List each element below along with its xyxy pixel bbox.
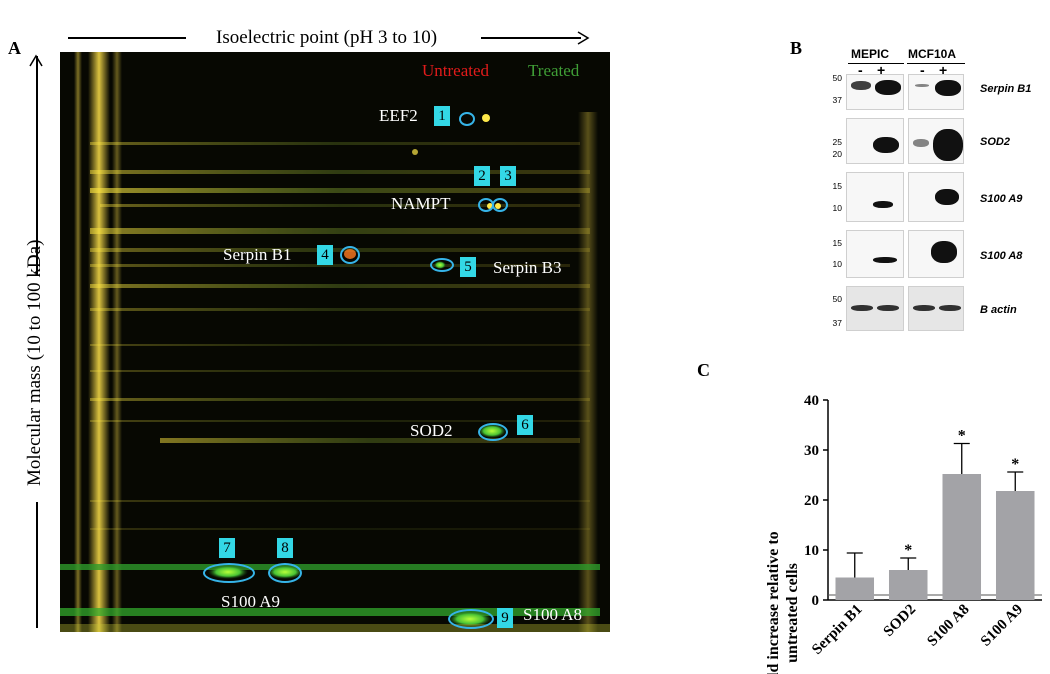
blot-s100a8-mcf10a	[908, 230, 964, 278]
bar	[995, 491, 1035, 600]
y-tick-label: 20	[804, 493, 819, 509]
spot-marker-4	[340, 246, 360, 264]
blot-label-b-actin: B actin	[980, 304, 1017, 316]
label-serpin-b3: Serpin B3	[493, 258, 562, 277]
blot-label-serpin-b1: Serpin B1	[980, 83, 1032, 95]
y-tick-label: 40	[804, 393, 819, 409]
spot-number-3: 3	[500, 166, 516, 186]
blot-s100a8-mepic	[846, 230, 904, 278]
spot-number-8: 8	[277, 538, 293, 558]
gel-streaks	[60, 52, 610, 632]
spot-marker-1	[459, 112, 475, 126]
fold-increase-bar-chart: Fold increase relative to untreated cell…	[765, 393, 1042, 674]
col-head-mcf10a: MCF10A	[908, 47, 957, 61]
spot-number-2: 2	[474, 166, 490, 186]
bar	[888, 570, 928, 600]
significance-asterisk: *	[958, 428, 966, 445]
legend-untreated: Untreated	[422, 61, 490, 80]
spot-number-5: 5	[460, 257, 476, 277]
blot-label-s100a9: S100 A9	[980, 193, 1023, 205]
left-axis-line-bottom	[36, 502, 38, 628]
blot-label-sod2: SOD2	[980, 136, 1010, 148]
spot-number-1: 1	[434, 106, 450, 126]
label-eef2: EEF2	[379, 106, 418, 125]
mw-label: 10	[832, 259, 842, 269]
significance-asterisk: *	[904, 542, 912, 559]
spot-marker-9	[448, 609, 494, 629]
top-axis-title: Isoelectric point (pH 3 to 10)	[216, 27, 438, 48]
left-axis-title: Molecular mass (10 to 100 kDa)	[24, 239, 45, 486]
lane-sign-2: +	[877, 62, 886, 78]
mw-label: 10	[832, 203, 842, 213]
panel-b-letter: B	[790, 38, 803, 58]
label-sod2: SOD2	[410, 421, 453, 440]
spot-marker-3	[492, 198, 508, 212]
panel-a-letter: A	[8, 38, 21, 58]
2d-gel-image: Untreated Treated EEF2 1 2 3 NAMPT Serpi…	[60, 52, 610, 632]
y-tick-label: 10	[804, 543, 819, 559]
label-nampt: NAMPT	[391, 194, 451, 213]
mw-label: 50	[832, 294, 842, 304]
x-tick-label: SOD2	[881, 602, 919, 640]
top-axis-line-right	[481, 37, 581, 39]
bar	[942, 474, 982, 600]
blot-b-actin-mcf10a	[908, 286, 964, 331]
left-axis-line-top	[36, 56, 38, 276]
mw-label: 37	[832, 318, 842, 328]
spot-marker-5	[430, 258, 454, 272]
lane-sign-3: -	[920, 62, 925, 78]
panel-c-letter: C	[697, 360, 710, 380]
spot-number-7: 7	[219, 538, 235, 558]
mw-label: 15	[832, 238, 842, 248]
spot-marker-8	[268, 563, 302, 583]
mw-label: 20	[832, 149, 842, 159]
label-s100a9: S100 A9	[221, 592, 281, 611]
blot-s100a9-mcf10a	[908, 172, 964, 222]
y-axis-title-line1: Fold increase relative to	[765, 531, 782, 674]
top-axis-arrowhead	[577, 31, 590, 45]
blot-label-s100a8: S100 A8	[980, 250, 1023, 262]
lane-sign-1: -	[858, 62, 863, 78]
lane-sign-4: +	[939, 62, 948, 78]
x-tick-label: S100 A9	[978, 602, 1026, 650]
col-head-mepic: MEPIC	[851, 47, 890, 61]
significance-asterisk: *	[1011, 456, 1019, 473]
col-underline-mcf10a	[907, 63, 965, 64]
blot-b-actin-mepic	[846, 286, 904, 331]
y-tick-label: 0	[812, 593, 820, 609]
blot-serpin-b1-mcf10a	[908, 74, 964, 110]
spot-number-9: 9	[497, 608, 513, 628]
blot-sod2-mcf10a	[908, 118, 964, 164]
spot-number-6: 6	[517, 415, 533, 435]
label-s100a8: S100 A8	[523, 605, 583, 624]
x-tick-label: Serpin B1	[809, 602, 865, 658]
col-underline-mepic	[848, 63, 904, 64]
spot-marker-6	[478, 423, 508, 441]
label-serpin-b1: Serpin B1	[223, 245, 292, 264]
mw-label: 37	[832, 95, 842, 105]
bar	[835, 577, 875, 600]
y-axis-title-line2: untreated cells	[784, 563, 801, 663]
spot-number-4: 4	[317, 245, 333, 265]
blot-serpin-b1-mepic	[846, 74, 904, 110]
blot-s100a9-mepic	[846, 172, 904, 222]
top-axis-line-left	[68, 37, 186, 39]
x-tick-label: S100 A8	[924, 602, 972, 650]
spot-marker-7	[203, 563, 255, 583]
mw-label: 15	[832, 181, 842, 191]
y-tick-label: 30	[804, 443, 819, 459]
mw-label: 50	[832, 73, 842, 83]
legend-treated: Treated	[528, 61, 580, 80]
mw-label: 25	[832, 137, 842, 147]
blot-sod2-mepic	[846, 118, 904, 164]
